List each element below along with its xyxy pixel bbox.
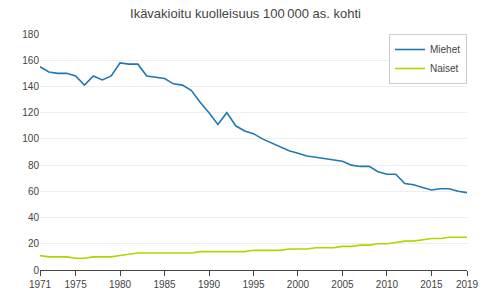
svg-text:160: 160 [22, 55, 39, 66]
svg-text:1971: 1971 [29, 279, 52, 290]
svg-text:2005: 2005 [331, 279, 354, 290]
svg-text:100: 100 [22, 133, 39, 144]
svg-text:Miehet: Miehet [430, 44, 460, 55]
svg-text:Naiset: Naiset [430, 63, 459, 74]
svg-text:2019: 2019 [456, 279, 479, 290]
svg-text:Ikävakioitu kuolleisuus 100 00: Ikävakioitu kuolleisuus 100 000 as. koht… [130, 6, 361, 21]
svg-text:140: 140 [22, 81, 39, 92]
svg-text:0: 0 [33, 265, 39, 276]
svg-text:2015: 2015 [420, 279, 443, 290]
svg-text:1975: 1975 [64, 279, 87, 290]
svg-text:1995: 1995 [242, 279, 265, 290]
svg-text:1990: 1990 [198, 279, 221, 290]
svg-text:2000: 2000 [287, 279, 310, 290]
svg-text:40: 40 [28, 212, 40, 223]
svg-text:2010: 2010 [376, 279, 399, 290]
svg-text:180: 180 [22, 29, 39, 40]
svg-text:80: 80 [28, 160, 40, 171]
svg-text:20: 20 [28, 238, 40, 249]
svg-text:60: 60 [28, 186, 40, 197]
svg-text:120: 120 [22, 107, 39, 118]
svg-text:1980: 1980 [109, 279, 132, 290]
svg-text:1985: 1985 [153, 279, 176, 290]
